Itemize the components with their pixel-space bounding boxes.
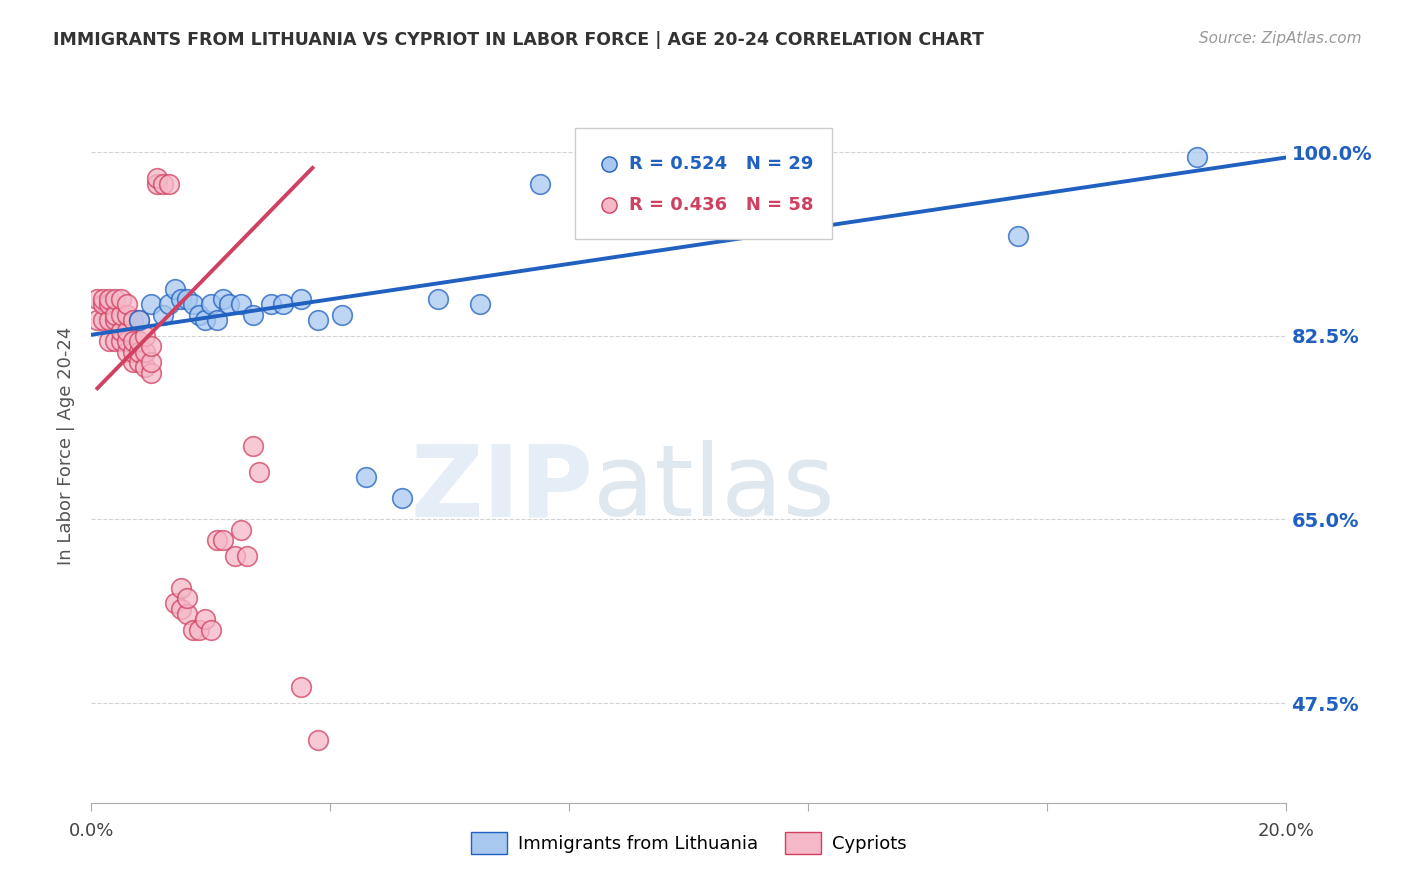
Point [188,623,211,637]
Point [247,465,270,479]
Text: ZIP: ZIP [411,441,593,537]
Text: 20.0%: 20.0% [1258,822,1315,839]
Point [98,334,121,348]
Point [242,439,264,453]
Point [176,607,198,621]
Point [122,334,145,348]
Y-axis label: In Labor Force | Age 20-24: In Labor Force | Age 20-24 [56,326,75,566]
Point [115,324,138,338]
Point [110,324,132,338]
Point [146,171,169,186]
Point [427,292,450,306]
Point [218,297,240,311]
Point [163,596,186,610]
Point [115,334,138,348]
Point [194,313,217,327]
Point [1185,150,1208,164]
Point [205,533,228,548]
Point [176,591,198,606]
Text: R = 0.436   N = 58: R = 0.436 N = 58 [630,196,814,214]
Point [235,549,259,564]
Point [98,313,121,327]
Point [271,297,294,311]
Point [211,292,233,306]
Point [128,355,150,369]
Point [188,308,211,322]
Point [242,308,264,322]
Point [170,581,193,595]
Text: R = 0.524   N = 29: R = 0.524 N = 29 [630,155,814,173]
FancyBboxPatch shape [575,128,832,239]
Point [229,297,252,311]
Point [93,292,115,306]
Point [170,292,193,306]
Point [529,177,551,191]
Point [115,344,138,359]
Point [200,297,222,311]
Point [224,549,246,564]
Point [152,308,174,322]
Point [110,334,132,348]
Point [128,334,150,348]
Point [176,292,198,306]
Point [110,308,132,322]
Point [259,297,281,311]
Point [290,681,312,695]
Point [468,297,491,311]
Point [170,601,193,615]
Point [104,292,127,306]
Point [115,297,138,311]
Point [128,344,150,359]
Point [141,297,163,311]
Point [200,623,222,637]
Point [104,308,127,322]
Point [141,339,163,353]
Point [93,313,115,327]
Point [307,313,329,327]
Point [146,177,169,191]
Text: atlas: atlas [593,441,835,537]
Point [122,344,145,359]
Point [93,297,115,311]
Text: Source: ZipAtlas.com: Source: ZipAtlas.com [1198,31,1361,46]
Point [104,313,127,327]
Point [588,177,610,191]
Point [141,355,163,369]
Point [110,292,132,306]
Point [128,313,150,327]
Legend: Immigrants from Lithuania, Cypriots: Immigrants from Lithuania, Cypriots [464,825,914,862]
Point [205,313,228,327]
Point [181,297,204,311]
Point [307,732,329,747]
Point [86,292,108,306]
Point [229,523,252,537]
Point [98,292,121,306]
Point [194,612,217,626]
Point [134,344,156,359]
Point [104,334,127,348]
Text: IMMIGRANTS FROM LITHUANIA VS CYPRIOT IN LABOR FORCE | AGE 20-24 CORRELATION CHAR: IMMIGRANTS FROM LITHUANIA VS CYPRIOT IN … [53,31,984,49]
Point [163,282,186,296]
Point [122,355,145,369]
Point [290,292,312,306]
Point [354,470,377,484]
Point [391,491,413,506]
Point [115,308,138,322]
Point [1007,229,1029,244]
Point [157,297,180,311]
Text: 0.0%: 0.0% [69,822,114,839]
Point [134,328,156,343]
Point [128,313,150,327]
Point [122,313,145,327]
Point [152,177,174,191]
Point [141,366,163,380]
Point [181,623,204,637]
Point [134,360,156,375]
Point [157,177,180,191]
Point [211,533,233,548]
Point [98,297,121,311]
Point [86,313,108,327]
Point [332,308,354,322]
